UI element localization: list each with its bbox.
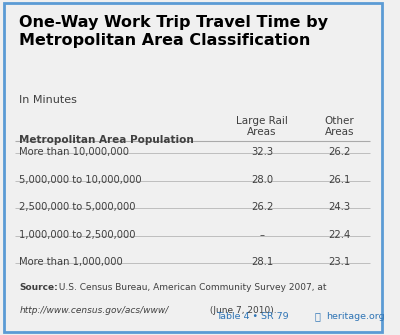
Text: 🔔: 🔔 <box>314 311 320 321</box>
Text: 28.1: 28.1 <box>251 257 273 267</box>
Text: 5,000,000 to 10,000,000: 5,000,000 to 10,000,000 <box>19 175 142 185</box>
Text: Large Rail
Areas: Large Rail Areas <box>236 116 288 137</box>
Text: Table 4 • SR 79: Table 4 • SR 79 <box>216 312 288 321</box>
Text: 24.3: 24.3 <box>328 202 350 212</box>
Text: (June 7, 2010).: (June 7, 2010). <box>207 306 277 315</box>
Text: 26.2: 26.2 <box>251 202 273 212</box>
Text: 1,000,000 to 2,500,000: 1,000,000 to 2,500,000 <box>19 230 136 240</box>
Text: 26.1: 26.1 <box>328 175 350 185</box>
FancyBboxPatch shape <box>4 3 382 332</box>
Text: Metropolitan Area Population: Metropolitan Area Population <box>19 135 194 145</box>
Text: 2,500,000 to 5,000,000: 2,500,000 to 5,000,000 <box>19 202 136 212</box>
Text: http://www.census.gov/acs/www/: http://www.census.gov/acs/www/ <box>19 306 168 315</box>
Text: 28.0: 28.0 <box>251 175 273 185</box>
Text: More than 10,000,000: More than 10,000,000 <box>19 147 129 157</box>
Text: More than 1,000,000: More than 1,000,000 <box>19 257 123 267</box>
Text: 22.4: 22.4 <box>328 230 350 240</box>
Text: heritage.org: heritage.org <box>326 312 384 321</box>
Text: Other
Areas: Other Areas <box>324 116 354 137</box>
Text: 23.1: 23.1 <box>328 257 350 267</box>
Text: U.S. Census Bureau, American Community Survey 2007, at: U.S. Census Bureau, American Community S… <box>56 283 327 292</box>
Text: 32.3: 32.3 <box>251 147 273 157</box>
Text: Source:: Source: <box>19 283 58 292</box>
Text: 26.2: 26.2 <box>328 147 350 157</box>
Text: One-Way Work Trip Travel Time by
Metropolitan Area Classification: One-Way Work Trip Travel Time by Metropo… <box>19 15 328 48</box>
Text: In Minutes: In Minutes <box>19 95 77 106</box>
Text: –: – <box>260 230 265 240</box>
